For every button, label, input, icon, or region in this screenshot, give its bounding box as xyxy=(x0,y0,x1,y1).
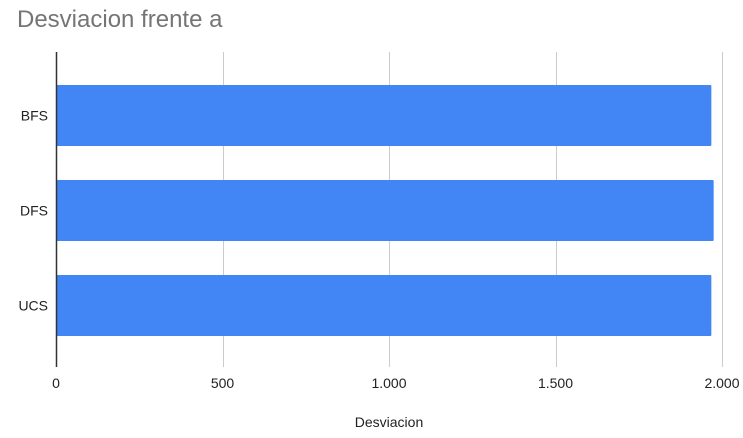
bars xyxy=(56,85,714,336)
y-category-label: DFS xyxy=(20,203,48,219)
x-tick-label: 0 xyxy=(52,375,60,391)
bar-bfs xyxy=(56,85,712,146)
bar-dfs xyxy=(56,180,714,241)
x-tick-label: 1.000 xyxy=(371,375,406,391)
x-axis-title: Desviacion xyxy=(355,414,423,430)
chart-title: Desviacion frente a xyxy=(17,6,223,33)
axis-labels: 0 500 1.000 1.500 2.000 BFS DFS UCS Desviacion xyxy=(18,108,739,431)
y-category-label: UCS xyxy=(18,298,48,314)
bar-ucs xyxy=(56,275,712,336)
x-tick-label: 500 xyxy=(211,375,235,391)
y-category-label: BFS xyxy=(21,108,48,124)
x-tick-label: 2.000 xyxy=(704,375,739,391)
x-tick-label: 1.500 xyxy=(538,375,573,391)
